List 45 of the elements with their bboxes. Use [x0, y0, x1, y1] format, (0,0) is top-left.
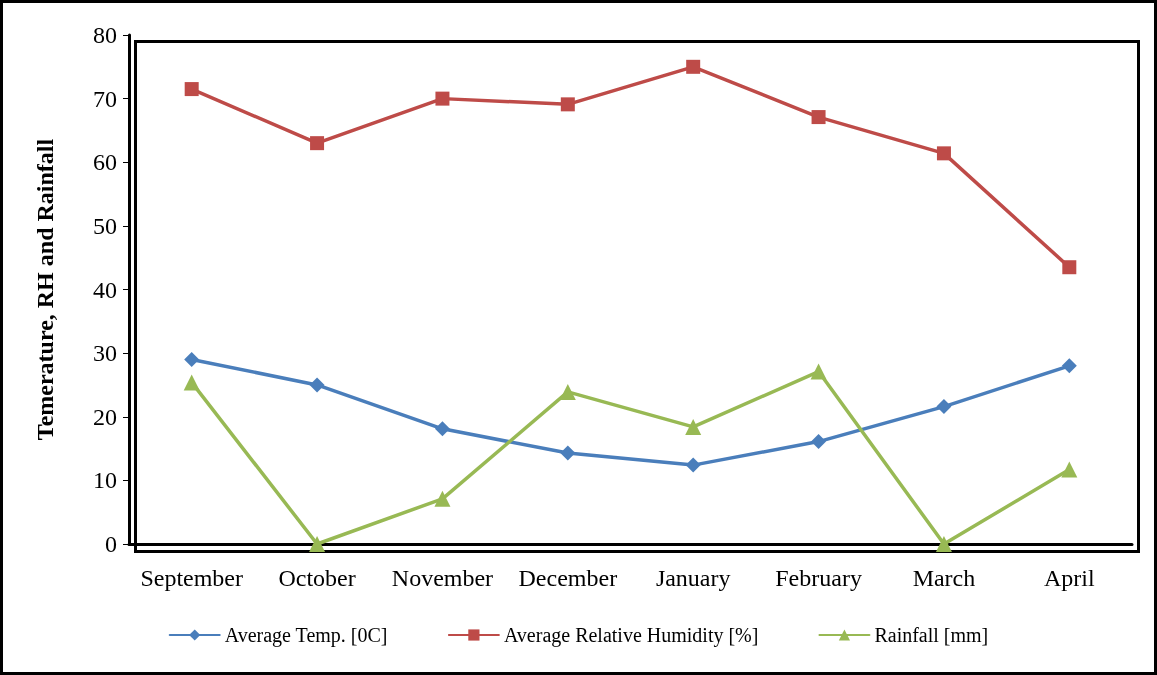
y-tick-label: 60	[93, 149, 117, 176]
point	[559, 383, 576, 400]
point	[310, 136, 325, 151]
point	[811, 110, 826, 125]
point	[309, 377, 325, 393]
y-tick-label: 10	[93, 467, 117, 494]
legend-label: Average Relative Humidity [%]	[503, 624, 759, 647]
y-axis-title: Temerature, RH and Rainfall	[32, 138, 58, 441]
y-tick-label: 50	[93, 212, 117, 239]
y-tick-label: 20	[93, 403, 117, 430]
point	[936, 399, 952, 415]
point	[183, 374, 200, 391]
point	[1061, 358, 1077, 374]
y-tick-label: 70	[93, 85, 117, 112]
x-tick-label: October	[278, 565, 356, 591]
legend-label: Rainfall [mm]	[874, 624, 989, 646]
point	[1062, 260, 1077, 275]
point	[560, 445, 576, 461]
x-tick-label: December	[518, 565, 618, 591]
point	[560, 97, 575, 112]
point	[936, 146, 951, 161]
point	[184, 351, 200, 367]
x-tick-label: November	[391, 565, 494, 591]
legend-label: Average Temp. [0C]	[224, 624, 388, 647]
point	[1061, 461, 1078, 478]
point	[309, 536, 326, 552]
point	[184, 82, 199, 97]
y-tick-label: 0	[105, 531, 117, 557]
x-tick-label: September	[140, 565, 244, 591]
x-tick-label: January	[655, 565, 731, 591]
y-tick-label: 80	[93, 22, 117, 48]
x-tick-label: April	[1043, 565, 1095, 591]
point	[686, 59, 701, 74]
point	[810, 363, 827, 380]
point	[434, 490, 451, 507]
point	[434, 421, 450, 437]
y-tick-label: 30	[93, 340, 117, 367]
point	[811, 434, 827, 450]
point	[685, 457, 701, 473]
point	[935, 536, 952, 552]
x-tick-label: February	[775, 565, 862, 591]
point	[685, 418, 702, 435]
point	[435, 91, 450, 106]
x-tick-label: March	[912, 565, 976, 591]
y-tick-label: 40	[93, 276, 117, 303]
